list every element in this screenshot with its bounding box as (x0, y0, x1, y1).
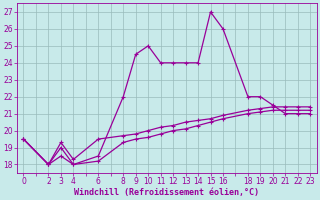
X-axis label: Windchill (Refroidissement éolien,°C): Windchill (Refroidissement éolien,°C) (74, 188, 260, 197)
